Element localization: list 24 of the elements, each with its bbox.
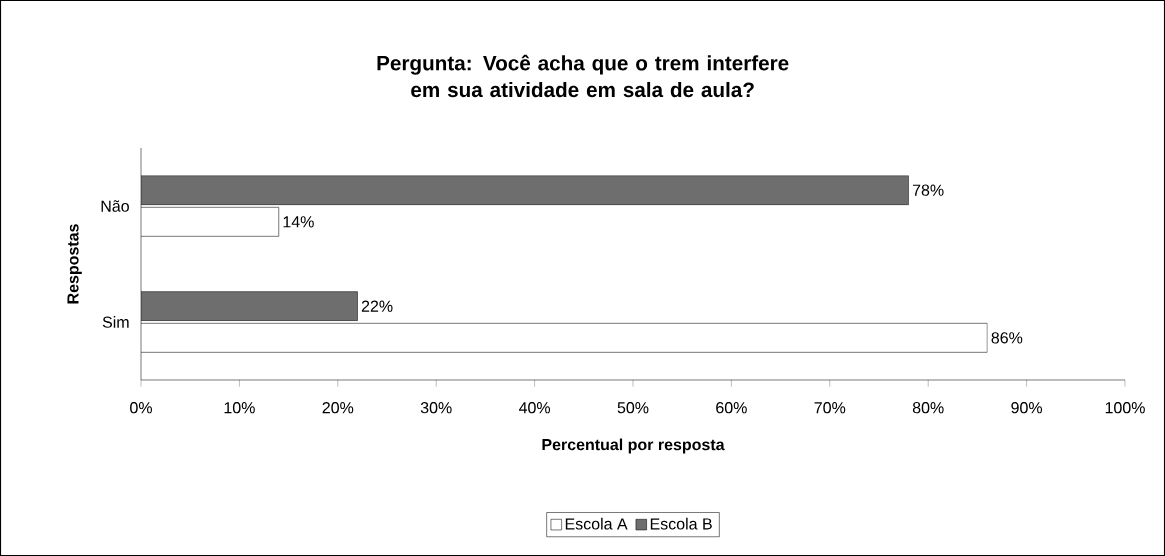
- y-axis-title: Respostas: [67, 224, 82, 304]
- x-tick-label: 10%: [224, 402, 255, 414]
- x-tick-label: 50%: [617, 402, 649, 414]
- x-tick-label: 30%: [420, 402, 452, 414]
- x-tick-label: 80%: [912, 402, 944, 414]
- data-label: 78%: [912, 184, 944, 196]
- x-tick-label: 40%: [518, 402, 551, 414]
- x-tick-label: 60%: [716, 402, 747, 414]
- y-tick-label: Sim: [102, 316, 129, 328]
- legend-label: Escola B: [650, 517, 712, 530]
- x-tick-label: 100%: [1105, 402, 1145, 414]
- x-tick-label: 70%: [814, 402, 846, 414]
- data-label: 86%: [991, 332, 1023, 344]
- x-tick-label: 90%: [1011, 402, 1043, 414]
- x-axis-title: Percentual por resposta: [542, 438, 725, 454]
- x-tick-label: 20%: [322, 402, 354, 414]
- data-label: 14%: [283, 216, 314, 228]
- x-tick-label: 0%: [130, 402, 152, 414]
- y-tick-label: Não: [101, 200, 129, 212]
- data-label: 22%: [361, 300, 393, 312]
- chart-title: Pergunta: Você acha que o trem interfere em sua atividade em sala de aula?: [377, 54, 789, 98]
- legend-label: Escola A: [565, 517, 628, 530]
- bar: [141, 175, 909, 205]
- bar: [141, 291, 358, 321]
